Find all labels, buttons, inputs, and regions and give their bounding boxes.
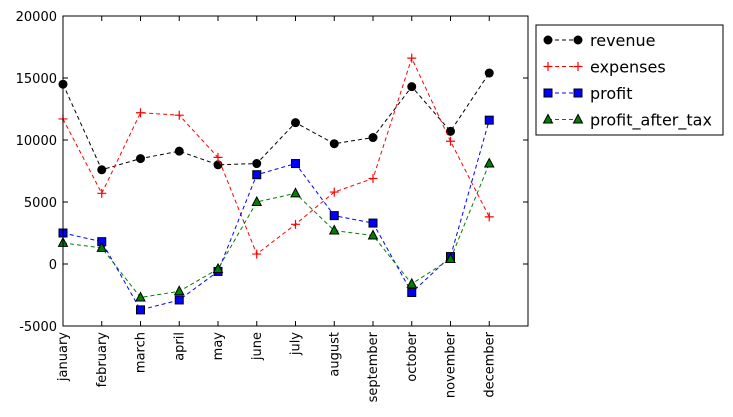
x-tick-label-november: november [444,331,459,398]
legend-marker [543,88,553,98]
legend-label-profit: profit [590,84,633,103]
y-tick-label: 5000 [24,196,57,211]
data-point-profit-october [407,288,417,298]
data-point-revenue-may [213,160,223,170]
legend-entry-revenue: revenue [543,31,656,50]
data-point-expenses-may [213,152,223,162]
plot-area-frame [62,15,529,327]
legend-entry-profit-after-tax: profit_after_tax [542,111,712,131]
x-tick-label-february: february [95,332,110,388]
legend-marker [572,113,584,124]
axis-layer: -5000 0 5000 10000 15000 20000 january february… [16,10,528,402]
data-point-profit-after-tax-may [212,262,224,273]
data-point-revenue-october [407,82,417,92]
data-point-profit-after-tax-november [445,252,456,264]
y-tick-label: 15000 [16,72,57,87]
legend-marker [542,113,554,124]
data-point-revenue-september [368,133,378,143]
x-tick-label-june: june [250,332,265,361]
y-tick-label: 0 [49,258,57,273]
x-tick-label-may: may [211,332,226,361]
data-point-profit-march [136,305,145,315]
data-point-expenses-march [136,108,145,118]
x-tick-label-october: october [405,331,420,381]
data-point-expenses-february [97,188,107,198]
data-point-profit-july [291,159,300,169]
y-tick-label: 10000 [16,134,57,149]
data-point-profit-april [174,295,184,305]
legend-entry-expenses: expenses [543,58,666,77]
data-point-profit-august [329,211,339,221]
data-point-expenses-april [174,110,184,120]
data-point-revenue-february [97,165,107,175]
series-layer [57,53,495,315]
data-point-expenses-july [291,219,300,229]
legend-marker [573,35,583,45]
data-point-profit-after-tax-december [483,157,495,168]
data-point-revenue-april [174,146,184,156]
data-point-expenses-june [252,249,262,259]
series-line-profit-after-tax [62,163,490,299]
data-point-revenue-july [291,118,300,128]
legend-label-revenue: revenue [590,31,656,50]
legend-entry-profit: profit [543,84,633,103]
legend-marker [573,62,583,71]
x-tick-label-august: august [327,332,342,377]
series-line-expenses [62,56,490,255]
series-line-profit [62,120,490,311]
data-point-expenses-october [407,53,417,63]
data-point-revenue-december [484,68,494,78]
data-point-profit-after-tax-october [406,277,418,288]
x-tick-label-april: april [172,332,187,361]
x-tick-label-december: december [482,331,497,397]
x-tick-label-january: january [56,332,71,382]
series-revenue [58,68,494,175]
series-line-revenue [62,72,490,171]
legend-marker [573,88,583,98]
x-tick-label-july: july [289,332,304,356]
data-point-profit-september [368,218,378,228]
data-point-revenue-june [252,159,262,169]
data-point-profit-december [484,115,494,125]
series-expenses [58,53,494,259]
legend-frame [535,24,724,136]
legend-label-expenses: expenses [590,58,666,77]
data-point-profit-after-tax-april [173,285,185,296]
data-point-revenue-march [136,154,145,164]
legend-label-profit-after-tax: profit_after_tax [590,111,712,131]
data-point-expenses-august [329,187,339,197]
data-point-expenses-september [368,173,378,183]
data-point-revenue-november [446,126,455,136]
data-point-revenue-august [329,139,339,149]
series-profit-after-tax [57,157,495,302]
data-point-profit-after-tax-july [290,187,301,198]
data-point-profit-after-tax-august [328,224,340,235]
data-point-profit-after-tax-march [135,291,146,302]
data-point-profit-after-tax-june [251,195,263,206]
x-tick-label-march: march [134,332,149,373]
x-tick-label-september: september [366,331,381,402]
y-tick-label: 20000 [16,10,57,25]
data-point-expenses-november [446,136,455,146]
legend: revenue expenses profit profit_after_tax [535,24,724,136]
data-point-expenses-december [484,212,494,222]
data-point-profit-after-tax-february [96,241,108,252]
legend-marker [543,62,553,71]
legend-marker [543,35,553,45]
y-tick-label: -5000 [19,320,57,335]
data-point-profit-after-tax-september [367,229,379,240]
data-point-profit-june [252,170,262,180]
